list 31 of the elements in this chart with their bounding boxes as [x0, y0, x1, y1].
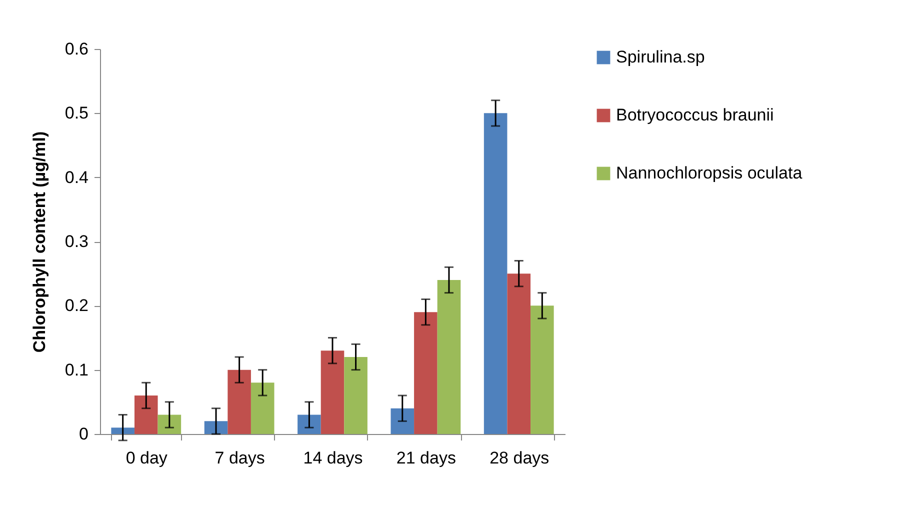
y-tick-label: 0.6 [64, 40, 88, 58]
bar [414, 312, 438, 434]
legend-label: Nannochloropsis oculata [616, 164, 803, 182]
x-tick-label: 28 days [490, 448, 550, 468]
x-tick-label: 7 days [214, 448, 265, 468]
legend-label: Botryococcus braunii [616, 106, 774, 124]
y-axis-title: Chlorophyll content (µg/ml) [30, 131, 49, 353]
x-tick-label: 21 days [396, 448, 456, 468]
bar [250, 382, 274, 434]
bar [507, 274, 531, 434]
y-tick-label: 0.2 [64, 296, 88, 316]
bar [111, 428, 134, 434]
y-tick-label: 0 [79, 424, 88, 444]
y-tick-label: 0.1 [64, 360, 88, 380]
bar [158, 414, 182, 434]
bar [437, 280, 461, 434]
bar [320, 350, 344, 434]
bar [134, 396, 158, 434]
x-tick-label: 14 days [303, 448, 363, 468]
bar [228, 370, 251, 434]
y-tick-label: 0.3 [64, 232, 88, 251]
bar [484, 113, 508, 434]
bar [530, 306, 554, 434]
bar [344, 357, 368, 434]
y-tick-label: 0.4 [64, 168, 88, 187]
bar [204, 421, 228, 434]
x-tick-label: 0 day [126, 448, 168, 468]
y-tick-label: 0.5 [64, 104, 88, 123]
bar [298, 414, 321, 434]
bar [390, 408, 414, 434]
legend-label: Spirulina.sp [616, 48, 705, 66]
